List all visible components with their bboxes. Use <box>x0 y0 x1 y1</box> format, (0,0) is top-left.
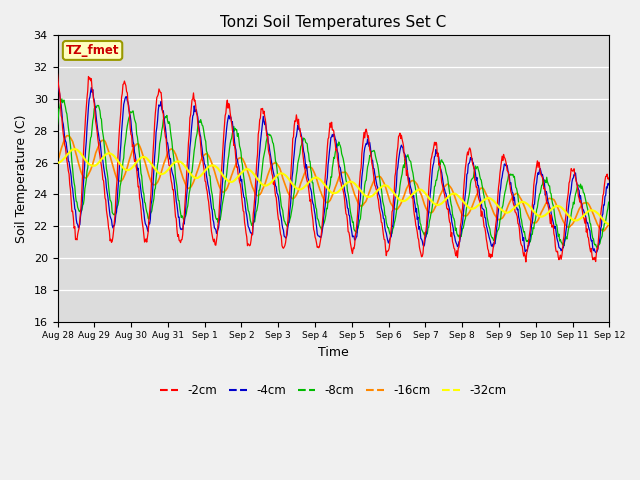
Y-axis label: Soil Temperature (C): Soil Temperature (C) <box>15 114 28 243</box>
Text: TZ_fmet: TZ_fmet <box>66 44 119 57</box>
Title: Tonzi Soil Temperatures Set C: Tonzi Soil Temperatures Set C <box>220 15 447 30</box>
X-axis label: Time: Time <box>318 346 349 359</box>
Legend: -2cm, -4cm, -8cm, -16cm, -32cm: -2cm, -4cm, -8cm, -16cm, -32cm <box>156 379 511 402</box>
